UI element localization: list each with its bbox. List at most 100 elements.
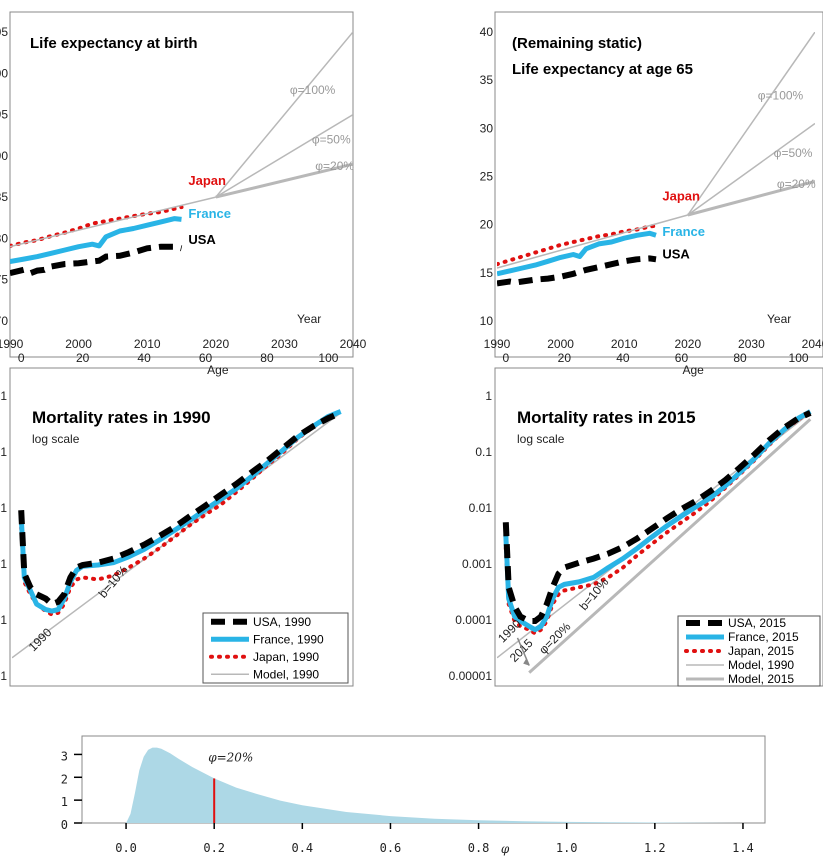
p3-ytick: 0.00001: [0, 669, 7, 683]
p3-subtitle: log scale: [32, 432, 80, 446]
p2-series-model-3: [497, 214, 689, 269]
p1-xtick: 1990: [0, 337, 24, 351]
p4-arrow-head: [523, 658, 530, 666]
p1-xlabel: Year: [297, 312, 321, 326]
p3-legend-label: USA, 1990: [253, 615, 311, 629]
p2-phi-label: φ=20%: [777, 177, 816, 191]
p4-xtick: 20: [558, 351, 572, 365]
p4-legend-label: Model, 1990: [728, 658, 794, 672]
p3-xtick: 80: [260, 351, 274, 365]
p3-xtick: 40: [137, 351, 151, 365]
p1-series-usa-2: [10, 243, 183, 277]
p1-phi-label: φ=20%: [315, 159, 354, 173]
p1-ytick: 100: [0, 66, 8, 80]
p4-xtick: 100: [789, 351, 809, 365]
p4-legend-label: Japan, 2015: [728, 644, 794, 658]
p4-series-usa-2015: [502, 410, 812, 624]
p1-xtick: 2000: [65, 337, 92, 351]
p4-xtick: 0: [502, 351, 509, 365]
p3-xtick: 20: [76, 351, 90, 365]
p4-series-model-2015: [528, 418, 812, 674]
p5-marker-label: φ=20%: [208, 750, 253, 764]
p5-xlabel: φ: [501, 842, 510, 856]
p2-phi-label: φ=100%: [758, 88, 804, 102]
p1-ytick: 80: [0, 231, 8, 245]
p4-series-france-2015: [503, 409, 812, 633]
p3-legend-label: France, 1990: [253, 632, 324, 646]
p3-title: Mortality rates in 1990: [32, 408, 211, 427]
p1-series-model-4: [215, 32, 353, 198]
p1-series-france-1: [10, 216, 182, 264]
p5-xtick: 1.4: [732, 841, 754, 855]
p1-label-france: France: [188, 206, 231, 221]
p2-label-france: France: [662, 224, 705, 239]
p1-xtick: 2030: [271, 337, 298, 351]
p2-ytick: 10: [480, 314, 494, 328]
p4-title: Mortality rates in 2015: [517, 408, 696, 427]
p3-xlabel: Age: [207, 363, 229, 377]
p1-label-japan: Japan: [188, 173, 226, 188]
p2-subtitle: Life expectancy at age 65: [512, 61, 693, 78]
p1-series-model-3: [10, 196, 216, 248]
p5-xtick: 1.2: [644, 841, 666, 855]
p2-series-usa-2: [497, 255, 657, 287]
p4-legend-label: USA, 2015: [728, 616, 786, 630]
p4-xtick: 80: [733, 351, 747, 365]
p2-series-france-1: [497, 230, 657, 277]
p1-ytick: 75: [0, 273, 8, 287]
p2-xtick: 2040: [802, 337, 823, 351]
p2-frame: [494, 11, 823, 358]
p5-xtick: 0.2: [203, 841, 225, 855]
p5-xtick: 0.6: [380, 841, 402, 855]
p3-legend-label: Japan, 1990: [253, 650, 319, 664]
p2-series-model-4: [687, 32, 815, 216]
p2-xtick: 2030: [738, 337, 765, 351]
p2-xtick: 2020: [674, 337, 701, 351]
p3-ytick: 1: [0, 389, 7, 403]
p4-legend-label: Model, 2015: [728, 672, 794, 686]
p1-series-model-5: [215, 113, 353, 198]
p2-series-model-6: [687, 179, 815, 217]
p3-xtick: 60: [199, 351, 213, 365]
p3-ytick: 0.001: [0, 557, 7, 571]
p1-xtick: 2040: [340, 337, 367, 351]
p5-density-area: [126, 747, 744, 823]
p3-ytick: 0.01: [0, 501, 7, 515]
p4-ytick: 0.01: [469, 501, 493, 515]
p2-xtick: 2000: [547, 337, 574, 351]
p1-ytick: 70: [0, 314, 8, 328]
p2-xtick: 2010: [611, 337, 638, 351]
p1-xtick: 2020: [202, 337, 229, 351]
p2-ytick: 35: [480, 73, 494, 87]
p5-ytick: 2: [61, 772, 68, 786]
p1-xtick: 2010: [134, 337, 161, 351]
p2-ytick: 40: [480, 25, 494, 39]
p3-xtick: 0: [18, 351, 25, 365]
p1-ytick: 95: [0, 108, 8, 122]
p2-label-usa: USA: [662, 246, 690, 261]
p4-ytick: 1: [485, 389, 492, 403]
p2-phi-label: φ=50%: [774, 146, 813, 160]
p2-ytick: 30: [480, 121, 494, 135]
p2-ytick: 25: [480, 170, 494, 184]
p4-ytick: 0.00001: [449, 669, 493, 683]
p2-xtick: 1990: [484, 337, 511, 351]
p3-ytick: 0.0001: [0, 613, 7, 627]
p1-label-usa: USA: [188, 232, 216, 247]
p5-xtick: 0.8: [468, 841, 490, 855]
p3-legend-label: Model, 1990: [253, 667, 319, 681]
p3-ytick: 0.1: [0, 445, 7, 459]
p4-xtick: 40: [616, 351, 630, 365]
p4-subtitle: log scale: [517, 432, 565, 446]
p3-xtick: 100: [318, 351, 338, 365]
p3-series-usa-1990: [18, 410, 342, 608]
p1-phi-label: φ=50%: [312, 132, 351, 146]
p2-ytick: 15: [480, 266, 494, 280]
p1-ytick: 85: [0, 190, 8, 204]
p1-series-model-6: [215, 162, 353, 199]
p4-xtick: 60: [675, 351, 689, 365]
p5-ytick: 1: [61, 795, 68, 809]
p1-ytick: 105: [0, 25, 8, 39]
p5-xtick: 1.0: [556, 841, 578, 855]
